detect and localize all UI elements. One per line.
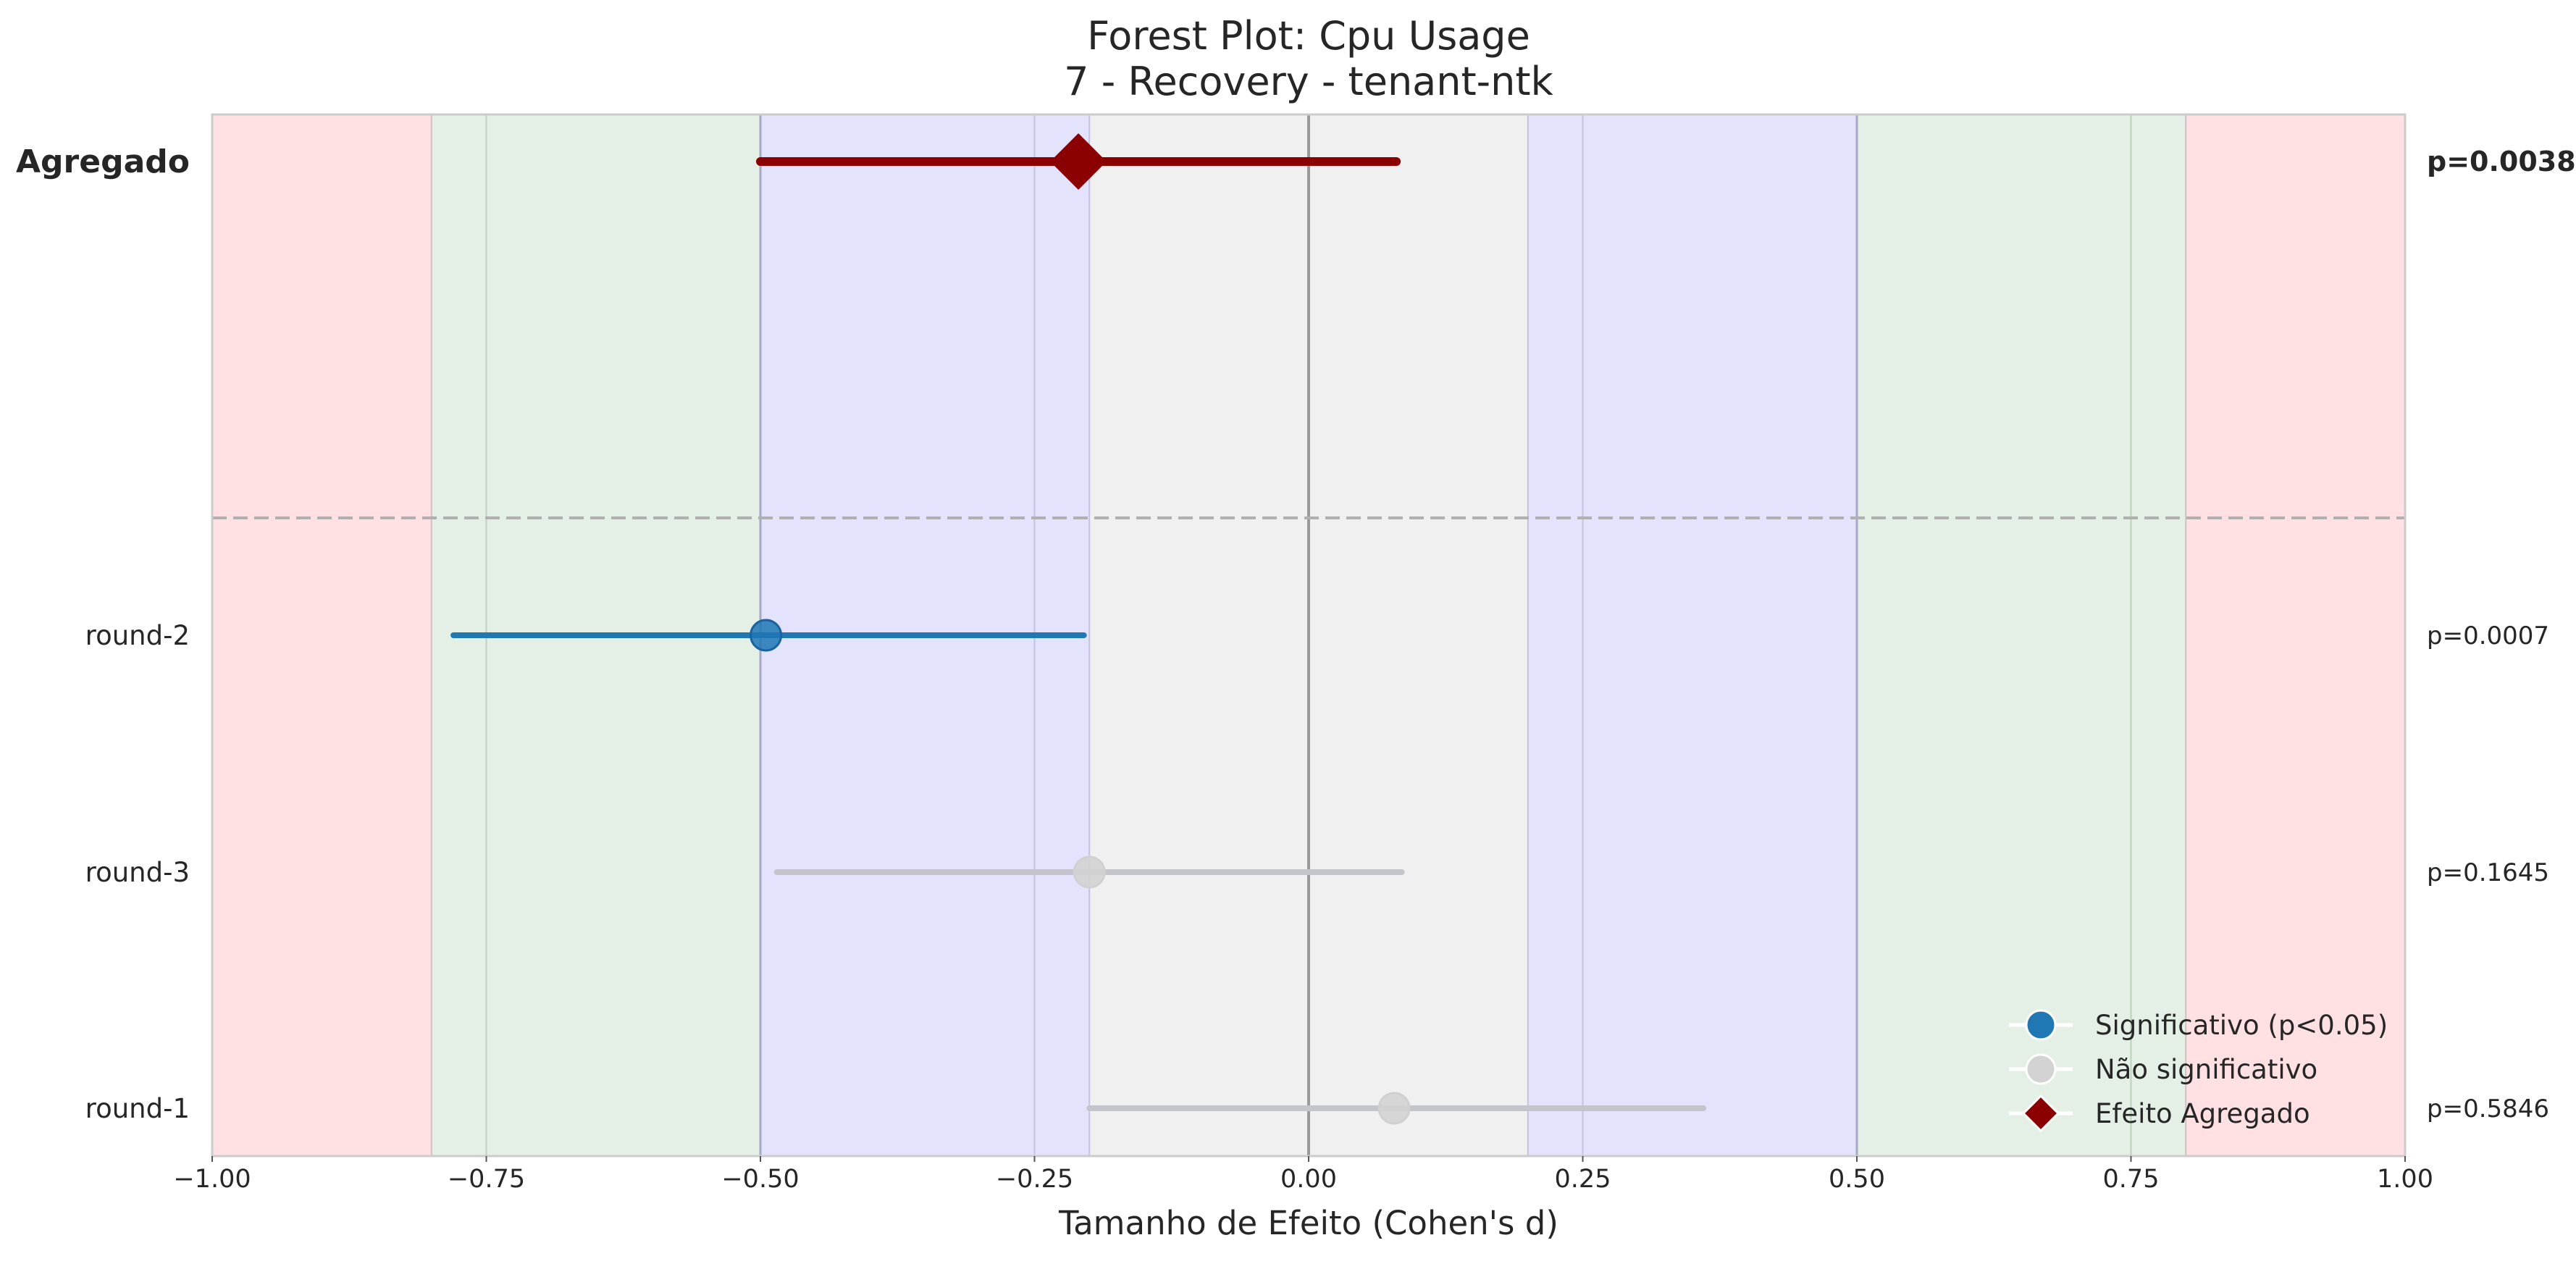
x-axis-label: Tamanho de Efeito (Cohen's d) [1058, 1204, 1558, 1242]
data-marks [450, 133, 1707, 1125]
x-tick-label: 1.00 [2377, 1165, 2433, 1194]
row-label-round-1: round-1 [85, 1093, 190, 1124]
x-tick-label: 0.50 [1829, 1165, 1885, 1194]
x-tick-label: −0.25 [996, 1165, 1073, 1194]
p-value-round-1: p=0.5846 [2427, 1095, 2549, 1123]
band-small-positive [1527, 114, 1857, 1156]
point-round-2 [750, 619, 783, 652]
row-label-round-3: round-3 [85, 857, 190, 888]
legend-label-0: Significativo (p<0.05) [2095, 1010, 2388, 1041]
x-axis-ticks: −1.00 −0.75 −0.50 −0.25 0.00 0.25 0.50 0.75 1.00 [173, 1156, 2433, 1194]
legend-marker-0 [2025, 1009, 2057, 1041]
row-labels: Agregado round-2 round-3 round-1 [16, 143, 190, 1124]
legend-label-1: Não significativo [2095, 1054, 2317, 1085]
p-value-aggregate: p=0.0038 [2427, 146, 2576, 177]
legend: Significativo (p<0.05) Não significativo E… [2009, 1009, 2388, 1133]
x-tick-label: 0.25 [1555, 1165, 1611, 1194]
x-tick-label: −0.50 [721, 1165, 799, 1194]
gridlines [212, 114, 2405, 1156]
x-tick-label: −0.75 [448, 1165, 525, 1194]
p-values: p=0.0038 p=0.0007 p=0.1645 p=0.5846 [2427, 146, 2576, 1123]
row-label-round-2: round-2 [85, 620, 190, 651]
point-round-1 [1377, 1092, 1411, 1125]
chart-title: Forest Plot: Cpu Usage [1087, 13, 1530, 59]
chart-subtitle: 7 - Recovery - tenant-ntk [1064, 59, 1553, 104]
x-tick-label: 0.00 [1280, 1165, 1337, 1194]
legend-marker-2 [2021, 1094, 2060, 1133]
aggregate-diamond [1050, 133, 1107, 190]
legend-label-2: Efeito Agregado [2095, 1098, 2310, 1129]
row-label-aggregate: Agregado [16, 143, 190, 180]
x-tick-label: −1.00 [173, 1165, 251, 1194]
band-large-negative [212, 114, 432, 1156]
legend-marker-1 [2025, 1053, 2057, 1085]
p-value-round-2: p=0.0007 [2427, 621, 2549, 650]
p-value-round-3: p=0.1645 [2427, 858, 2549, 887]
point-round-3 [1073, 855, 1106, 889]
x-tick-label: 0.75 [2103, 1165, 2160, 1194]
band-medium-positive [1857, 114, 2186, 1156]
band-large-positive [2186, 114, 2405, 1156]
